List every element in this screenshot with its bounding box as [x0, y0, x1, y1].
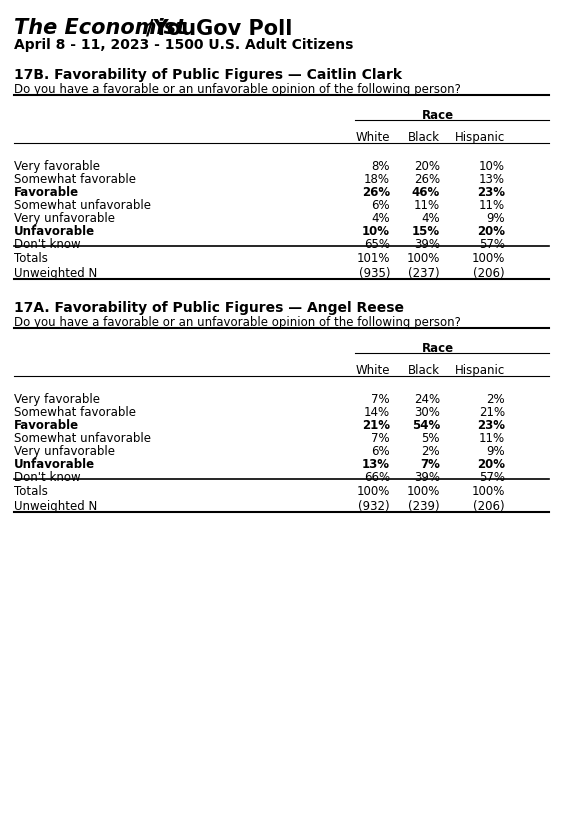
Text: (206): (206) — [473, 267, 505, 280]
Text: 11%: 11% — [479, 432, 505, 445]
Text: Black: Black — [408, 364, 440, 377]
Text: Unweighted N: Unweighted N — [14, 500, 97, 513]
Text: 100%: 100% — [472, 252, 505, 265]
Text: Totals: Totals — [14, 252, 48, 265]
Text: White: White — [355, 131, 390, 144]
Text: 26%: 26% — [362, 186, 390, 199]
Text: 100%: 100% — [406, 252, 440, 265]
Text: Do you have a favorable or an unfavorable opinion of the following person?: Do you have a favorable or an unfavorabl… — [14, 316, 461, 329]
Text: 100%: 100% — [406, 485, 440, 498]
Text: 100%: 100% — [472, 485, 505, 498]
Text: 20%: 20% — [477, 458, 505, 471]
Text: (932): (932) — [359, 500, 390, 513]
Text: 9%: 9% — [486, 212, 505, 225]
Text: (237): (237) — [408, 267, 440, 280]
Text: 65%: 65% — [364, 238, 390, 251]
Text: 10%: 10% — [362, 225, 390, 238]
Text: 5%: 5% — [422, 432, 440, 445]
Text: White: White — [355, 364, 390, 377]
Text: 30%: 30% — [414, 406, 440, 419]
Text: 15%: 15% — [412, 225, 440, 238]
Text: Unweighted N: Unweighted N — [14, 267, 97, 280]
Text: Race: Race — [422, 342, 454, 355]
Text: 100%: 100% — [356, 485, 390, 498]
Text: 6%: 6% — [372, 445, 390, 458]
Text: 57%: 57% — [479, 238, 505, 251]
Text: 14%: 14% — [364, 406, 390, 419]
Text: 18%: 18% — [364, 173, 390, 186]
Text: (935): (935) — [359, 267, 390, 280]
Text: 21%: 21% — [362, 419, 390, 432]
Text: The Economist: The Economist — [14, 18, 186, 38]
Text: Don't know: Don't know — [14, 238, 81, 251]
Text: 39%: 39% — [414, 238, 440, 251]
Text: 23%: 23% — [477, 186, 505, 199]
Text: 8%: 8% — [372, 160, 390, 173]
Text: 7%: 7% — [372, 393, 390, 406]
Text: 4%: 4% — [421, 212, 440, 225]
Text: 17B. Favorability of Public Figures — Caitlin Clark: 17B. Favorability of Public Figures — Ca… — [14, 68, 402, 82]
Text: (239): (239) — [408, 500, 440, 513]
Text: 11%: 11% — [414, 199, 440, 212]
Text: 20%: 20% — [414, 160, 440, 173]
Text: Hispanic: Hispanic — [455, 364, 505, 377]
Text: April 8 - 11, 2023 - 1500 U.S. Adult Citizens: April 8 - 11, 2023 - 1500 U.S. Adult Cit… — [14, 38, 354, 52]
Text: Black: Black — [408, 131, 440, 144]
Text: 13%: 13% — [479, 173, 505, 186]
Text: 101%: 101% — [356, 252, 390, 265]
Text: (206): (206) — [473, 500, 505, 513]
Text: 21%: 21% — [479, 406, 505, 419]
Text: 54%: 54% — [412, 419, 440, 432]
Text: Unfavorable: Unfavorable — [14, 225, 95, 238]
Text: Somewhat unfavorable: Somewhat unfavorable — [14, 199, 151, 212]
Text: Favorable: Favorable — [14, 186, 79, 199]
Text: 13%: 13% — [362, 458, 390, 471]
Text: 10%: 10% — [479, 160, 505, 173]
Text: Totals: Totals — [14, 485, 48, 498]
Text: 46%: 46% — [412, 186, 440, 199]
Text: Somewhat favorable: Somewhat favorable — [14, 173, 136, 186]
Text: Hispanic: Hispanic — [455, 131, 505, 144]
Text: 24%: 24% — [414, 393, 440, 406]
Text: Somewhat unfavorable: Somewhat unfavorable — [14, 432, 151, 445]
Text: Very favorable: Very favorable — [14, 393, 100, 406]
Text: 6%: 6% — [372, 199, 390, 212]
Text: Race: Race — [422, 109, 454, 122]
Text: 9%: 9% — [486, 445, 505, 458]
Text: Very unfavorable: Very unfavorable — [14, 212, 115, 225]
Text: 11%: 11% — [479, 199, 505, 212]
Text: 7%: 7% — [420, 458, 440, 471]
Text: Unfavorable: Unfavorable — [14, 458, 95, 471]
Text: 20%: 20% — [477, 225, 505, 238]
Text: 23%: 23% — [477, 419, 505, 432]
Text: 17A. Favorability of Public Figures — Angel Reese: 17A. Favorability of Public Figures — An… — [14, 301, 404, 315]
Text: 26%: 26% — [414, 173, 440, 186]
Text: Do you have a favorable or an unfavorable opinion of the following person?: Do you have a favorable or an unfavorabl… — [14, 83, 461, 96]
Text: 39%: 39% — [414, 471, 440, 484]
Text: 2%: 2% — [421, 445, 440, 458]
Text: 57%: 57% — [479, 471, 505, 484]
Text: Favorable: Favorable — [14, 419, 79, 432]
Text: Somewhat favorable: Somewhat favorable — [14, 406, 136, 419]
Text: 66%: 66% — [364, 471, 390, 484]
Text: 4%: 4% — [372, 212, 390, 225]
Text: 2%: 2% — [486, 393, 505, 406]
Text: Don't know: Don't know — [14, 471, 81, 484]
Text: Very favorable: Very favorable — [14, 160, 100, 173]
Text: /YouGov Poll: /YouGov Poll — [146, 18, 292, 38]
Text: Very unfavorable: Very unfavorable — [14, 445, 115, 458]
Text: 7%: 7% — [372, 432, 390, 445]
